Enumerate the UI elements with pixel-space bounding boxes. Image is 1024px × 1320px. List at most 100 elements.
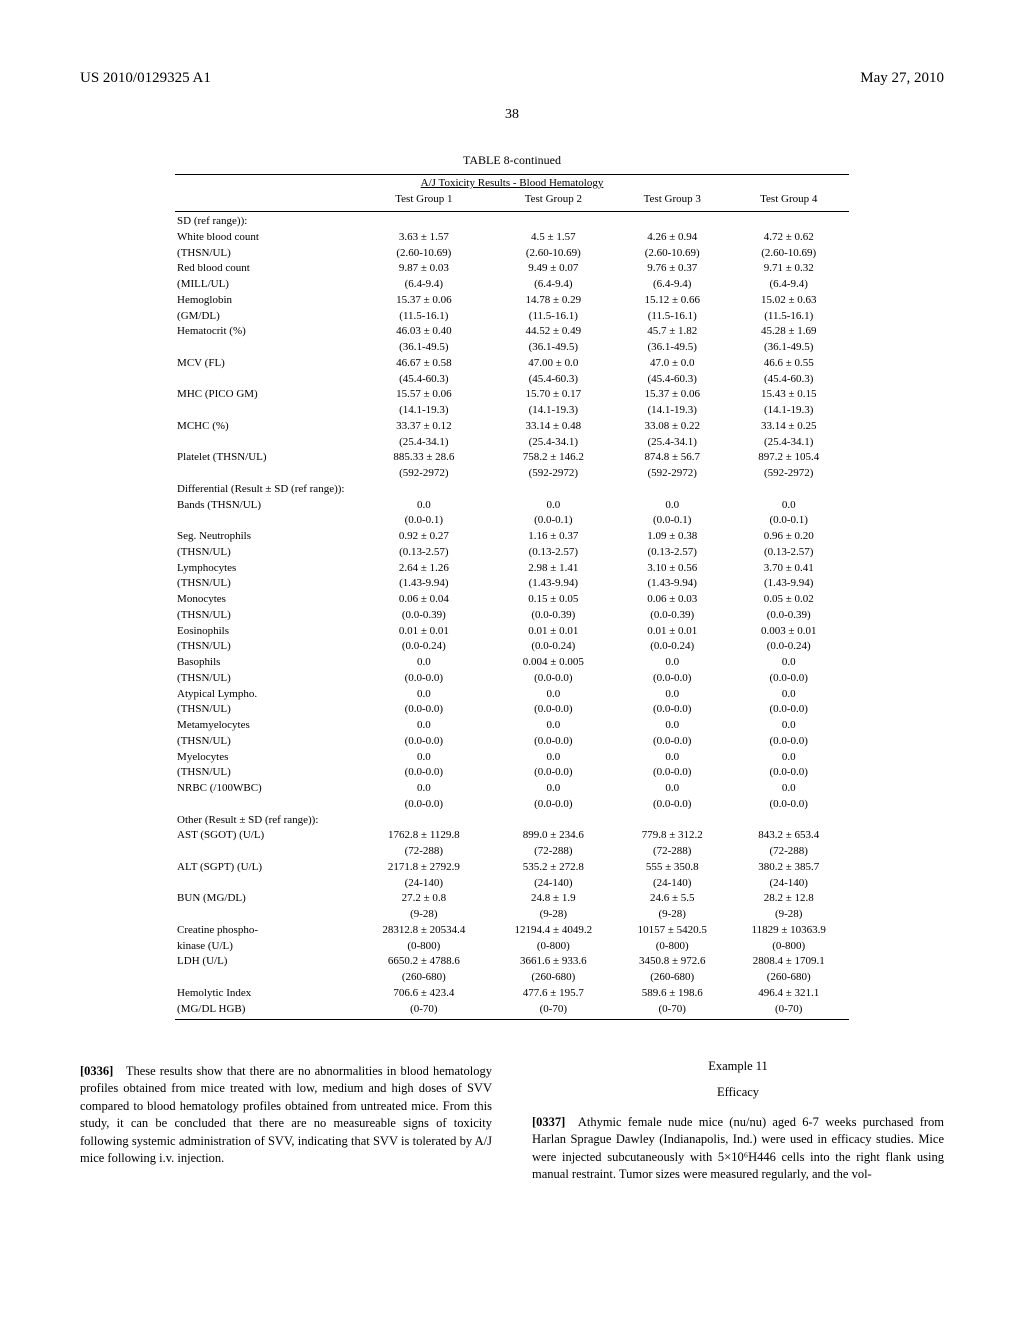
cell: 0.0 [491,498,616,514]
cell: (14.1-19.3) [729,403,849,419]
row-label: (THSN/UL) [175,246,357,262]
cell: 0.06 ± 0.03 [616,592,729,608]
cell: (0.0-0.0) [357,765,491,781]
cell: (0.0-0.0) [729,734,849,750]
cell: (0.0-0.0) [357,671,491,687]
cell: 0.0 [729,750,849,766]
cell: 477.6 ± 195.7 [491,986,616,1002]
cell: (1.43-9.94) [491,576,616,592]
table-row: (MILL/UL)(6.4-9.4)(6.4-9.4)(6.4-9.4)(6.4… [175,277,849,293]
cell: (0-70) [616,1002,729,1018]
cell: (0.0-0.1) [729,513,849,529]
cell: (25.4-34.1) [357,435,491,451]
cell: (0.0-0.1) [616,513,729,529]
cell: 15.37 ± 0.06 [357,293,491,309]
cell: 12194.4 ± 4049.2 [491,923,616,939]
row-label: ALT (SGPT) (U/L) [175,860,357,876]
cell: 885.33 ± 28.6 [357,450,491,466]
cell: 14.78 ± 0.29 [491,293,616,309]
cell: (72-288) [729,844,849,860]
cell: (0.0-0.24) [729,639,849,655]
cell: 706.6 ± 423.4 [357,986,491,1002]
cell: (0.0-0.24) [491,639,616,655]
example-label: Example 11 [532,1058,944,1076]
table-row: NRBC (/100WBC)0.00.00.00.0 [175,781,849,797]
cell: (9-28) [729,907,849,923]
cell: 4.5 ± 1.57 [491,230,616,246]
row-label: MCHC (%) [175,419,357,435]
cell: 2.64 ± 1.26 [357,561,491,577]
col-blank [175,189,357,209]
page-header: US 2010/0129325 A1 May 27, 2010 [80,70,944,87]
cell: 535.2 ± 272.8 [491,860,616,876]
row-label: (THSN/UL) [175,608,357,624]
cell: 555 ± 350.8 [616,860,729,876]
section-header-row: SD (ref range)): [175,214,849,230]
cell: (36.1-49.5) [729,340,849,356]
table-row: ALT (SGPT) (U/L)2171.8 ± 2792.9535.2 ± 2… [175,860,849,876]
cell: 4.72 ± 0.62 [729,230,849,246]
cell: (592-2972) [729,466,849,482]
row-label [175,844,357,860]
table-row: Monocytes0.06 ± 0.040.15 ± 0.050.06 ± 0.… [175,592,849,608]
cell: (36.1-49.5) [491,340,616,356]
cell: 3.10 ± 0.56 [616,561,729,577]
cell: 0.01 ± 0.01 [491,624,616,640]
cell: (0.0-0.0) [357,797,491,813]
cell: (0.13-2.57) [729,545,849,561]
cell: 899.0 ± 234.6 [491,828,616,844]
table-row: Lymphocytes2.64 ± 1.262.98 ± 1.413.10 ± … [175,561,849,577]
cell: (592-2972) [616,466,729,482]
cell: 45.28 ± 1.69 [729,324,849,340]
table-row: (THSN/UL)(0.0-0.39)(0.0-0.39)(0.0-0.39)(… [175,608,849,624]
row-label: Basophils [175,655,357,671]
cell: 3450.8 ± 972.6 [616,954,729,970]
cell: 0.0 [491,718,616,734]
para-0337: [0337] Athymic female nude mice (nu/nu) … [532,1114,944,1184]
cell: 0.0 [357,655,491,671]
table-row: Metamyelocytes0.00.00.00.0 [175,718,849,734]
table-container: TABLE 8-continued A/J Toxicity Results -… [175,153,849,1020]
table-row: (THSN/UL)(2.60-10.69)(2.60-10.69)(2.60-1… [175,246,849,262]
cell: 46.03 ± 0.40 [357,324,491,340]
table-row: LDH (U/L)6650.2 ± 4788.63661.6 ± 933.634… [175,954,849,970]
row-label: MCV (FL) [175,356,357,372]
cell: 0.92 ± 0.27 [357,529,491,545]
cell: (1.43-9.94) [357,576,491,592]
table-row: (THSN/UL)(0.0-0.0)(0.0-0.0)(0.0-0.0)(0.0… [175,671,849,687]
cell: (6.4-9.4) [616,277,729,293]
table-row: (24-140)(24-140)(24-140)(24-140) [175,876,849,892]
cell: (14.1-19.3) [616,403,729,419]
cell: (6.4-9.4) [729,277,849,293]
cell: (0-800) [357,939,491,955]
cell: (0.0-0.0) [616,765,729,781]
cell: 0.01 ± 0.01 [616,624,729,640]
cell: 0.0 [616,718,729,734]
cell: (0-800) [491,939,616,955]
cell: 0.0 [729,687,849,703]
cell: (9-28) [357,907,491,923]
cell: (14.1-19.3) [491,403,616,419]
cell: 2171.8 ± 2792.9 [357,860,491,876]
cell: (260-680) [491,970,616,986]
cell: (11.5-16.1) [729,309,849,325]
cell: 1.16 ± 0.37 [491,529,616,545]
row-label: Hematocrit (%) [175,324,357,340]
row-label: Lymphocytes [175,561,357,577]
cell: 10157 ± 5420.5 [616,923,729,939]
cell: 9.76 ± 0.37 [616,261,729,277]
cell: 3.70 ± 0.41 [729,561,849,577]
cell: 15.57 ± 0.06 [357,387,491,403]
cell: (2.60-10.69) [357,246,491,262]
table-row: Bands (THSN/UL)0.00.00.00.0 [175,498,849,514]
table-row: Platelet (THSN/UL)885.33 ± 28.6758.2 ± 1… [175,450,849,466]
cell: (0.0-0.0) [729,797,849,813]
table-subtitle: A/J Toxicity Results - Blood Hematology [175,177,849,189]
cell: (36.1-49.5) [616,340,729,356]
cell: (0.0-0.0) [729,765,849,781]
cell: (36.1-49.5) [357,340,491,356]
header-right: May 27, 2010 [860,70,944,87]
cell: 1762.8 ± 1129.8 [357,828,491,844]
cell: 0.0 [729,655,849,671]
row-label: Myelocytes [175,750,357,766]
